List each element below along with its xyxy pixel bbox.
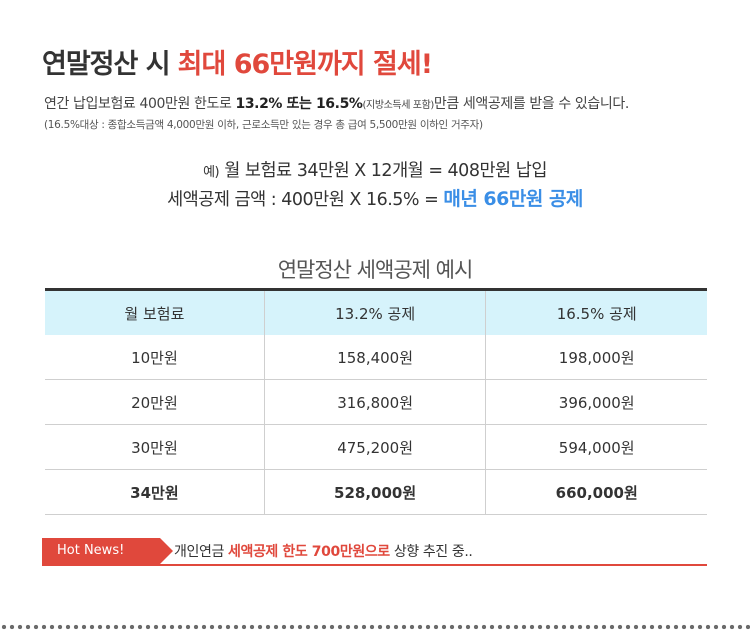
news-c: 상향 추진 중.. (389, 544, 473, 560)
header-premium: 월 보험료 (45, 288, 265, 335)
table-row: 34만원 528,000원 660,000원 (45, 469, 707, 515)
news-a: 개인연금 (174, 544, 228, 560)
table-cell: 316,800원 (263, 379, 486, 425)
example-line-1: 예) 월 보험료 34만원 X 12개월 = 408만원 납입 (0, 157, 750, 182)
desc-rate: 13.2% 또는 16.5% (235, 96, 363, 112)
page-title: 연말정산 시 최대 66만원까지 절세! (42, 42, 433, 81)
deduction-table: 월 보험료 13.2% 공제 16.5% 공제 10만원 158,400원 19… (45, 288, 707, 515)
table-cell: 198,000원 (485, 335, 707, 380)
example-line-2: 세액공제 금액 : 400만원 X 16.5% = 매년 66만원 공제 (0, 184, 750, 211)
table-row: 30만원 475,200원 594,000원 (45, 424, 707, 470)
hot-news-badge: Hot News! (42, 538, 160, 564)
table-cell: 594,000원 (485, 424, 707, 470)
badge-arrow-icon (160, 538, 173, 564)
example-highlight: 매년 66만원 공제 (443, 188, 583, 210)
table-row: 20만원 316,800원 396,000원 (45, 379, 707, 425)
table-cell: 20만원 (45, 379, 265, 425)
description: 연간 납입보험료 400만원 한도로 13.2% 또는 16.5%(지방소득세 … (44, 93, 629, 113)
news-highlight: 세액공제 한도 700만원으로 (227, 544, 390, 560)
header-132: 13.2% 공제 (263, 288, 486, 335)
title-part1: 연말정산 시 (42, 49, 171, 80)
eligibility-note: (16.5%대상 : 종합소득금액 4,000만원 이하, 근로소득만 있는 경… (44, 119, 483, 131)
desc-note: (지방소득세 포함) (362, 100, 435, 111)
table-header-row: 월 보험료 13.2% 공제 16.5% 공제 (45, 288, 707, 335)
dotted-divider (0, 624, 750, 630)
table-cell: 34만원 (45, 469, 265, 515)
table-cell: 660,000원 (485, 469, 707, 515)
table-cell: 30만원 (45, 424, 265, 470)
example-line1-text: 월 보험료 34만원 X 12개월 = 408만원 납입 (219, 161, 547, 181)
example-prefix: 예) (203, 165, 220, 180)
table-row: 10만원 158,400원 198,000원 (45, 335, 707, 380)
table-cell: 158,400원 (263, 335, 486, 380)
hot-news-bar: Hot News! 개인연금 세액공제 한도 700만원으로 상향 추진 중.. (42, 538, 707, 566)
header-165: 16.5% 공제 (485, 288, 707, 335)
table-cell: 475,200원 (263, 424, 486, 470)
desc-a: 연간 납입보험료 400만원 한도로 (44, 96, 236, 112)
hot-news-text: 개인연금 세액공제 한도 700만원으로 상향 추진 중.. (174, 541, 473, 561)
table-cell: 396,000원 (485, 379, 707, 425)
table-cell: 10만원 (45, 335, 265, 380)
title-part2: 최대 66만원까지 절세! (177, 49, 433, 80)
example-line2-text: 세액공제 금액 : 400만원 X 16.5% = (167, 190, 444, 210)
table-cell: 528,000원 (263, 469, 486, 515)
table-title: 연말정산 세액공제 예시 (277, 258, 474, 282)
desc-d: 만큼 세액공제를 받을 수 있습니다. (433, 96, 629, 112)
